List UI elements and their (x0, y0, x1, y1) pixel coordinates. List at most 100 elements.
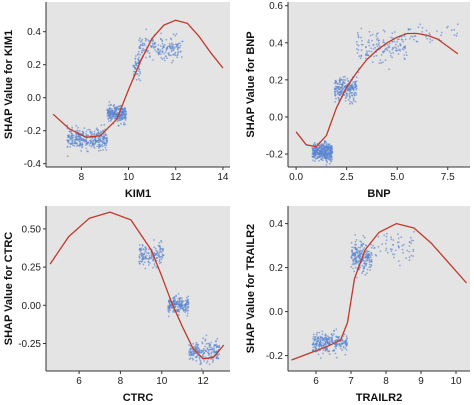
scatter-point (356, 43, 358, 46)
scatter-point (362, 234, 365, 237)
scatter-point (75, 135, 78, 137)
scatter-point (410, 242, 413, 245)
scatter-point (198, 347, 200, 350)
scatter-point (196, 345, 199, 348)
scatter-point (101, 145, 104, 148)
scatter-point (356, 52, 359, 54)
scatter-point (356, 261, 358, 263)
scatter-point (172, 49, 175, 52)
scatter-point (317, 146, 320, 149)
scatter-point (97, 137, 100, 140)
scatter-point (388, 68, 390, 71)
scatter-point (144, 246, 147, 249)
scatter-point (115, 112, 118, 115)
scatter-point (351, 257, 353, 259)
scatter-point (190, 351, 192, 354)
scatter-point (365, 252, 368, 255)
scatter-point (363, 260, 366, 262)
scatter-point (176, 56, 179, 59)
scatter-point (314, 143, 317, 146)
scatter-point (315, 347, 317, 350)
scatter-point (158, 242, 161, 244)
scatter-point (314, 154, 317, 157)
scatter-point (172, 53, 174, 56)
y-axis-label: SHAP Value for TRAILR2 (245, 224, 257, 353)
scatter-point (89, 130, 91, 133)
scatter-point (370, 258, 373, 261)
scatter-point (369, 266, 372, 268)
scatter-point (67, 135, 70, 138)
scatter-point (153, 246, 156, 249)
scatter-point (194, 344, 197, 346)
scatter-point (98, 136, 101, 139)
scatter-point (108, 104, 110, 107)
scatter-point (70, 132, 73, 135)
scatter-point (323, 152, 326, 155)
scatter-point (315, 344, 318, 347)
scatter-point (211, 361, 214, 363)
scatter-point (189, 347, 192, 350)
scatter-point (327, 151, 330, 154)
scatter-point (377, 245, 380, 248)
scatter-point (139, 253, 141, 256)
scatter-point (328, 353, 331, 356)
scatter-point (97, 131, 100, 133)
scatter-point (341, 83, 344, 86)
scatter-point (195, 359, 198, 362)
scatter-point (366, 259, 369, 262)
scatter-point (170, 37, 172, 40)
scatter-point (168, 307, 171, 310)
scatter-point (410, 239, 413, 242)
scatter-point (351, 94, 354, 97)
trend-line (49, 211, 225, 360)
scatter-point (68, 140, 70, 142)
scatter-point (208, 346, 211, 348)
scatter-point (188, 358, 191, 361)
scatter-point (334, 339, 336, 342)
panel-1: 8 10 12 14 -0.4 -0.2 0.0 0.2 0.4 KIM1 SHAP Value f… (3, 2, 230, 200)
scatter-point (354, 258, 357, 261)
scatter-point (323, 142, 326, 145)
scatter-point (344, 75, 346, 78)
scatter-point (368, 30, 371, 33)
scatter-point (335, 347, 337, 350)
scatter-point (402, 48, 405, 51)
scatter-point (148, 52, 151, 55)
scatter-point (390, 250, 393, 253)
y-tick-label: -0.4 (24, 159, 42, 170)
scatter-point (388, 45, 390, 48)
scatter-point (319, 146, 322, 149)
scatter-point (77, 135, 80, 138)
scatter-point (343, 333, 346, 336)
scatter-point (325, 145, 328, 147)
scatter-point (375, 43, 378, 46)
scatter-point (339, 81, 341, 84)
scatter-point (404, 38, 407, 41)
scatter-point (401, 244, 404, 247)
scatter-point (141, 38, 144, 41)
scatter-point (321, 157, 323, 159)
scatter-point (107, 114, 110, 117)
scatter-point (360, 36, 362, 39)
scatter-point (323, 144, 325, 147)
scatter-point (413, 230, 415, 233)
scatter-point (355, 92, 357, 94)
scatter-point (93, 130, 96, 133)
scatter-point (313, 345, 316, 348)
x-tick-label: 6 (76, 376, 82, 387)
scatter-point (324, 337, 326, 340)
scatter-point (176, 52, 179, 54)
scatter-point (162, 248, 164, 251)
scatter-point (407, 29, 410, 31)
scatter-point (390, 236, 392, 239)
scatter-point (354, 240, 357, 243)
scatter-point (346, 337, 348, 339)
scatter-point (360, 27, 363, 30)
scatter-point (395, 47, 398, 50)
scatter-point (137, 62, 140, 65)
scatter-point (370, 246, 373, 249)
scatter-point (428, 32, 431, 35)
scatter-point (354, 266, 357, 269)
plot-area (46, 206, 230, 371)
scatter-point (157, 254, 160, 257)
